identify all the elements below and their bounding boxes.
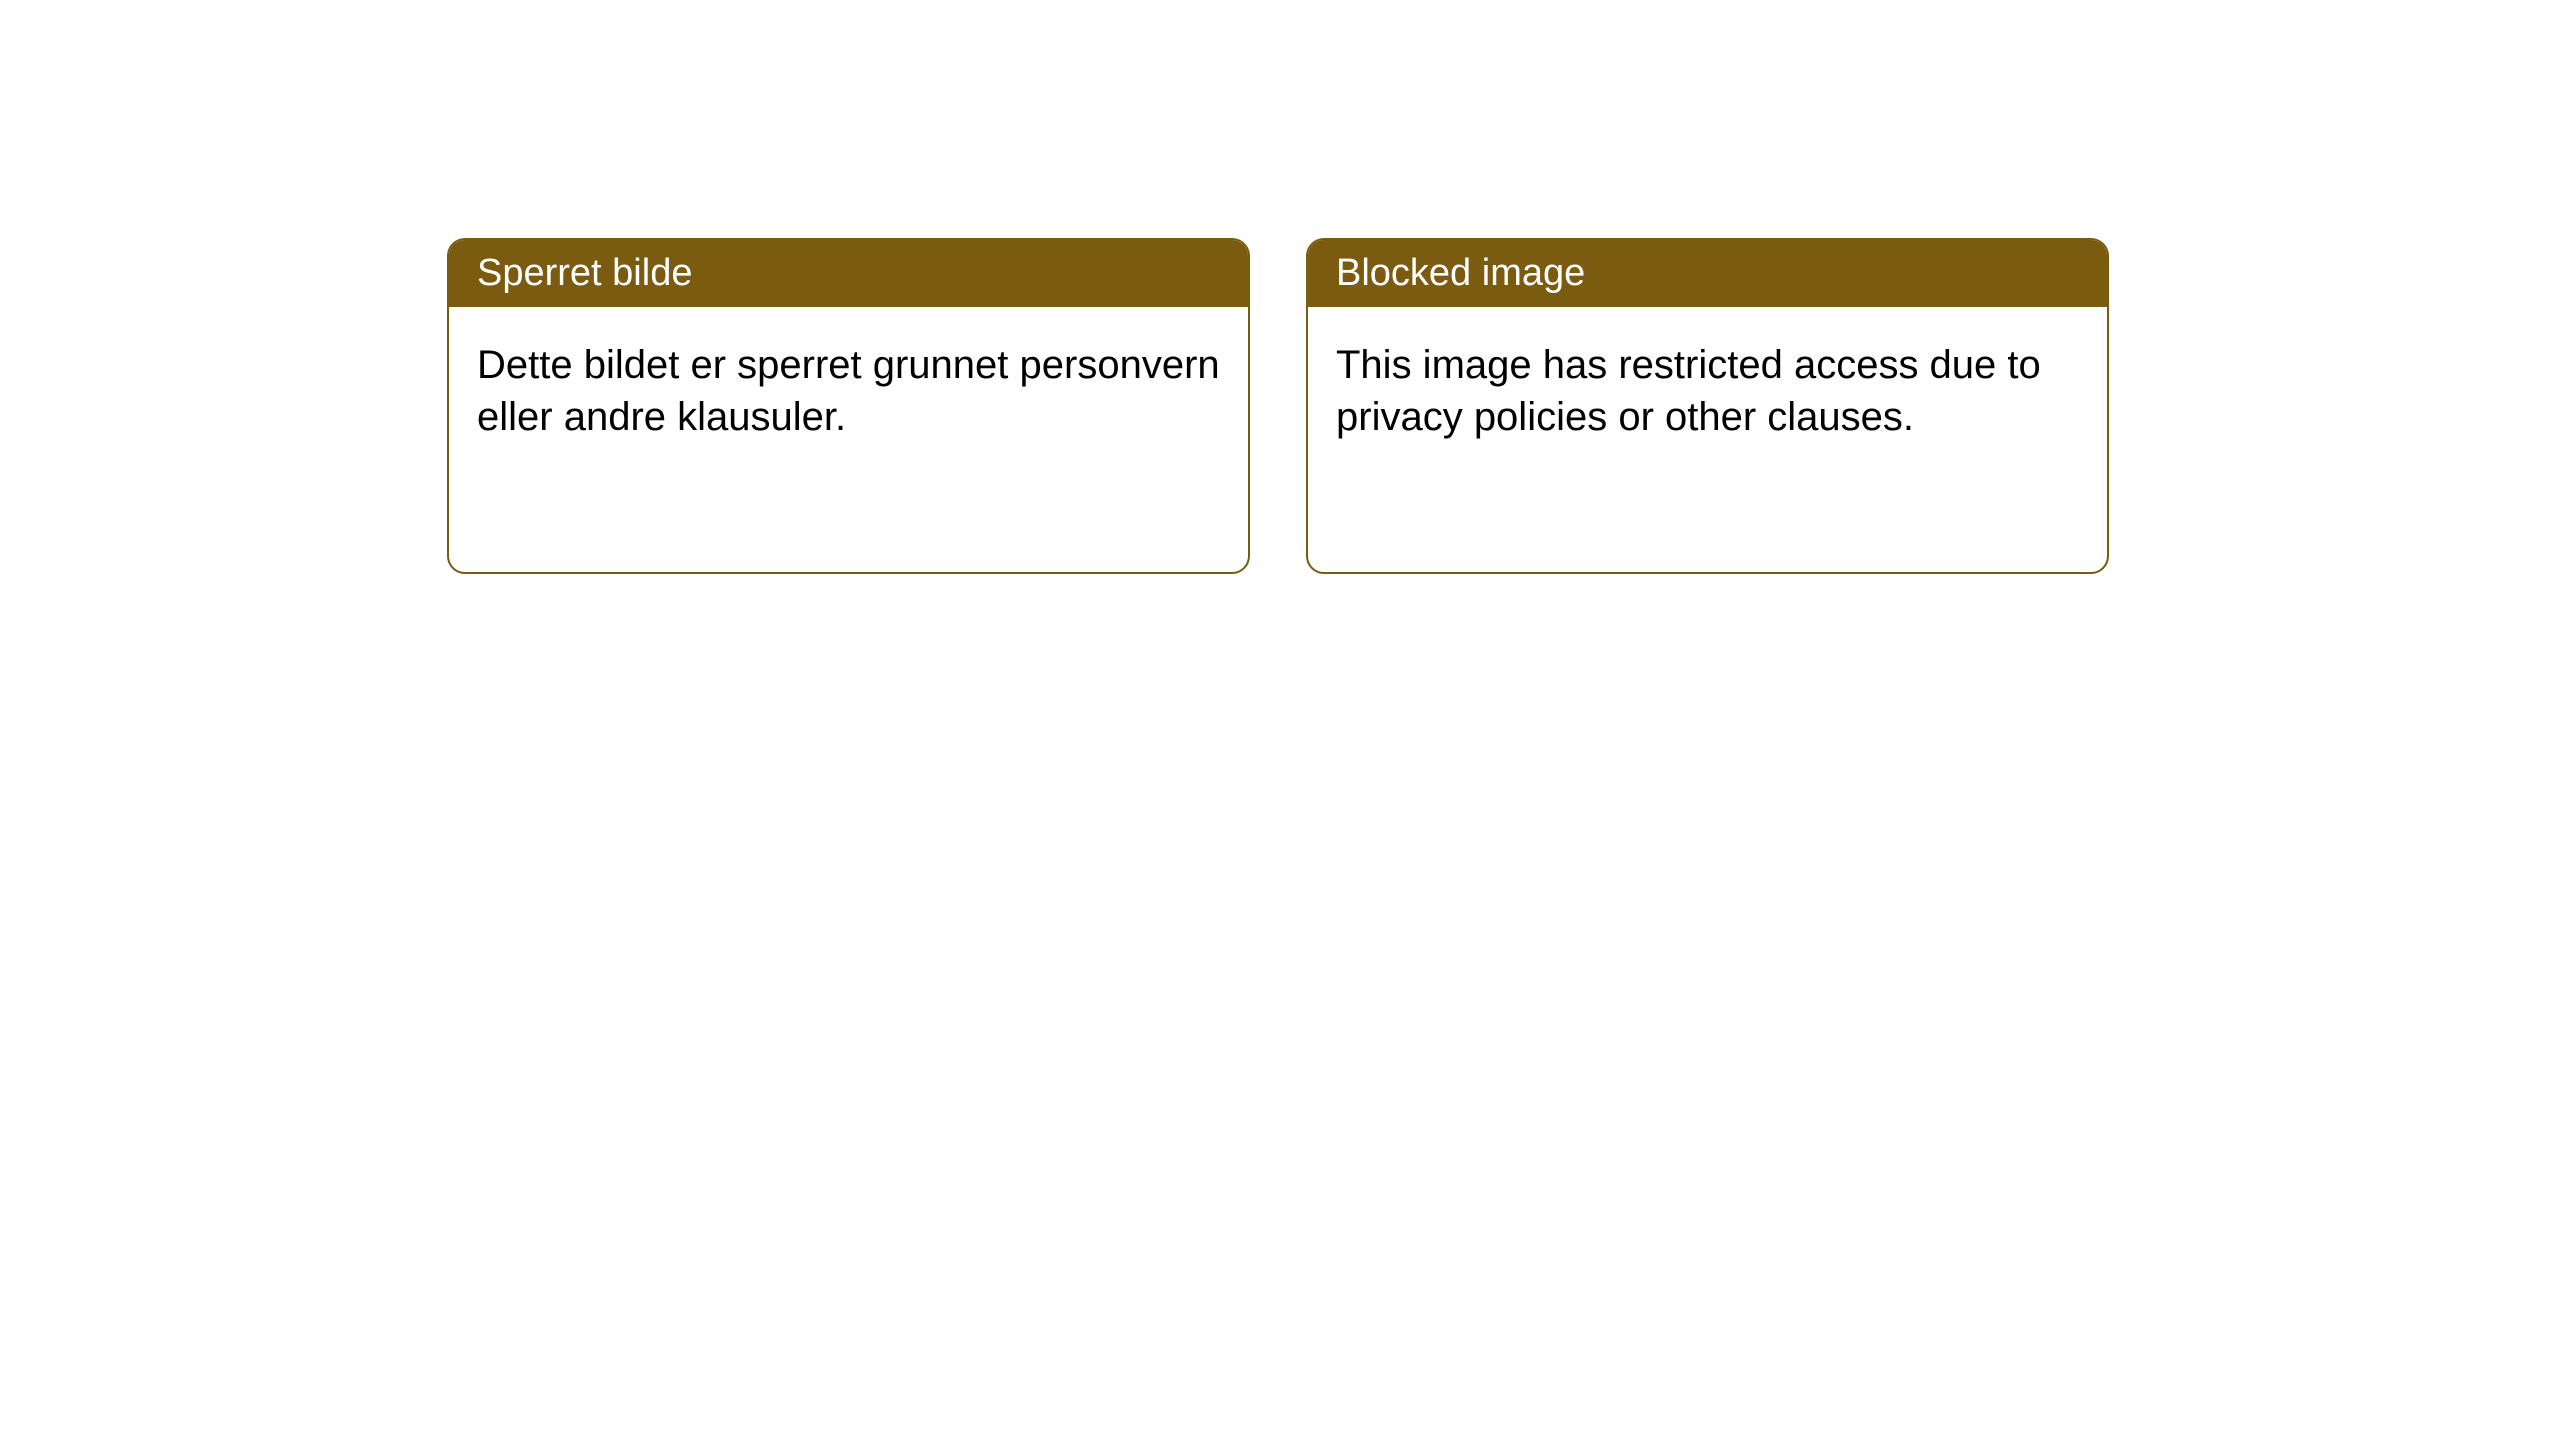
card-title-english: Blocked image [1336, 252, 1585, 294]
blocked-image-card-english: Blocked image This image has restricted … [1306, 238, 2109, 574]
blocked-image-cards: Sperret bilde Dette bildet er sperret gr… [447, 238, 2109, 574]
card-message-english: This image has restricted access due to … [1336, 343, 2041, 439]
blocked-image-card-norwegian: Sperret bilde Dette bildet er sperret gr… [447, 238, 1250, 574]
card-body-norwegian: Dette bildet er sperret grunnet personve… [449, 307, 1248, 475]
card-header-english: Blocked image [1308, 240, 2107, 307]
card-title-norwegian: Sperret bilde [477, 252, 692, 294]
card-header-norwegian: Sperret bilde [449, 240, 1248, 307]
card-message-norwegian: Dette bildet er sperret grunnet personve… [477, 343, 1220, 439]
card-body-english: This image has restricted access due to … [1308, 307, 2107, 475]
